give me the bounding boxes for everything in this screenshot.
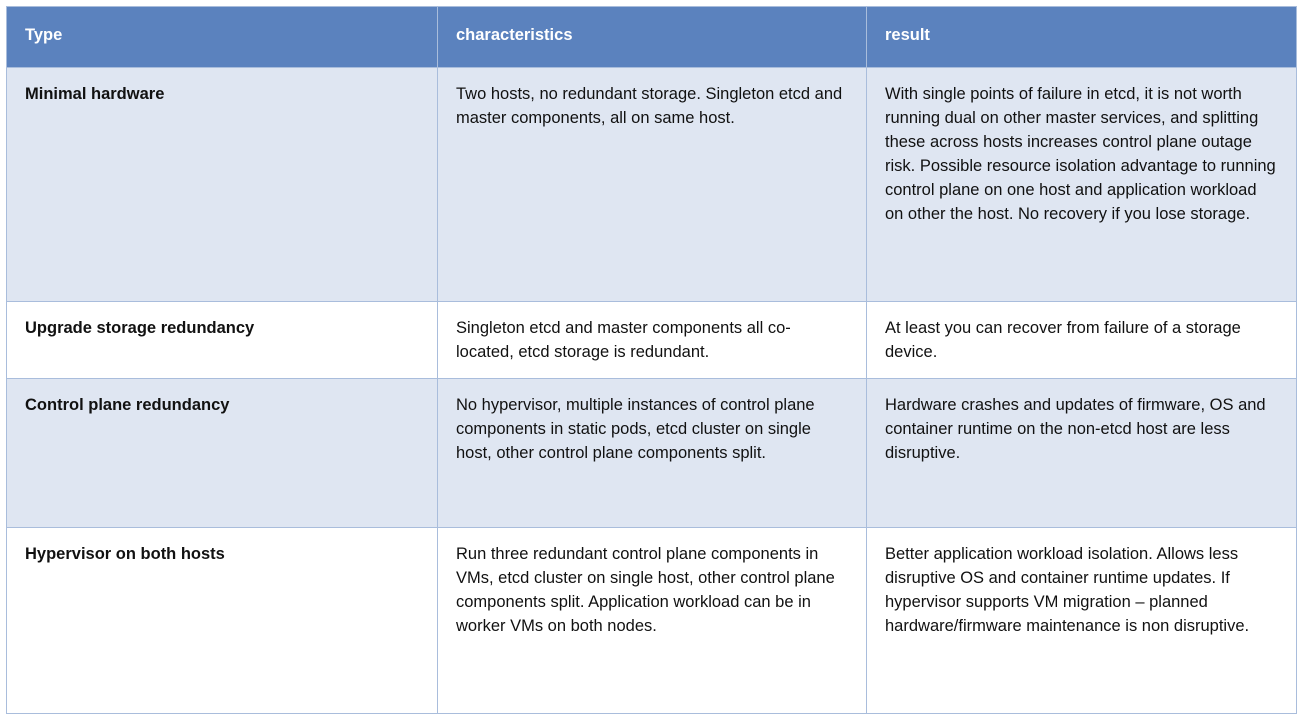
type-cell: Control plane redundancy bbox=[6, 378, 438, 528]
text-cell: Better application workload isolation. A… bbox=[866, 527, 1297, 714]
table-row: Control plane redundancy No hypervisor, m… bbox=[6, 378, 1297, 528]
text-cell: Run three redundant control plane compon… bbox=[437, 527, 867, 714]
table-body: Minimal hardware Two hosts, no redundant … bbox=[6, 67, 1297, 714]
text-cell: With single points of failure in etcd, i… bbox=[866, 67, 1297, 302]
type-cell: Hypervisor on both hosts bbox=[6, 527, 438, 714]
header-cell: characteristics bbox=[437, 6, 867, 68]
type-cell: Minimal hardware bbox=[6, 67, 438, 302]
text-cell: At least you can recover from failure of… bbox=[866, 301, 1297, 379]
table-row: Upgrade storage redundancy Singleton etcd… bbox=[6, 301, 1297, 379]
text-cell: Hardware crashes and updates of firmware… bbox=[866, 378, 1297, 528]
text-cell: No hypervisor, multiple instances of con… bbox=[437, 378, 867, 528]
text-cell: Singleton etcd and master components all… bbox=[437, 301, 867, 379]
header-row: Type characteristics result bbox=[6, 6, 1297, 68]
table-row: Hypervisor on both hosts Run three redund… bbox=[6, 527, 1297, 714]
table-row: Minimal hardware Two hosts, no redundant … bbox=[6, 67, 1297, 302]
header-cell: Type bbox=[6, 6, 438, 68]
text-cell: Two hosts, no redundant storage. Singlet… bbox=[437, 67, 867, 302]
header-cell: result bbox=[866, 6, 1297, 68]
type-cell: Upgrade storage redundancy bbox=[6, 301, 438, 379]
comparison-table: Type characteristics result Minimal hard… bbox=[6, 6, 1297, 714]
